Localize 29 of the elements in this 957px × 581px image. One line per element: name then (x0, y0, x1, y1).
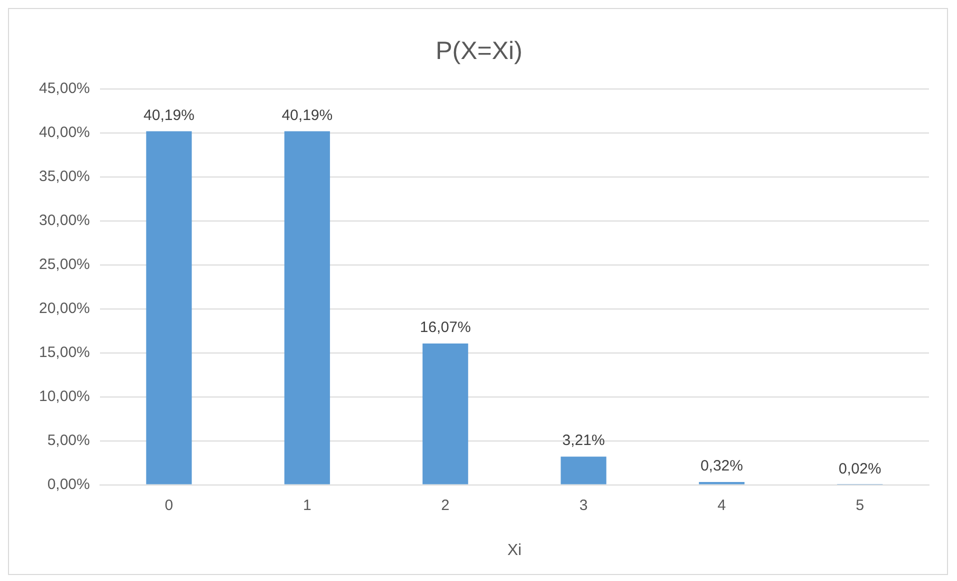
y-tick-label: 40,00% (39, 124, 90, 142)
bar (560, 456, 606, 484)
x-tick-label: 5 (856, 496, 864, 514)
y-tick-label: 35,00% (39, 168, 90, 186)
x-tick-label: 3 (579, 496, 588, 514)
chart-title: P(X=Xi) (436, 36, 522, 65)
data-label: 0,32% (700, 458, 743, 475)
y-tick-label: 20,00% (39, 300, 90, 318)
bar (146, 131, 192, 484)
data-label: 40,19% (144, 106, 194, 124)
y-tick-label: 30,00% (39, 212, 90, 230)
data-label: 40,19% (282, 106, 333, 124)
data-label: 3,21% (562, 432, 605, 450)
x-tick-label: 0 (164, 496, 174, 514)
x-tick-label: 1 (302, 496, 312, 514)
bar (422, 343, 468, 484)
bar (698, 482, 745, 484)
y-tick-label: 15,00% (39, 344, 90, 362)
y-tick-label: 45,00% (39, 80, 90, 98)
y-tick-label: 5,00% (47, 432, 90, 449)
y-tick-label: 0,00% (47, 476, 90, 493)
y-tick-label: 25,00% (39, 256, 90, 274)
x-tick-label: 4 (718, 496, 726, 514)
y-tick-label: 10,00% (39, 388, 90, 405)
bar (284, 131, 330, 484)
data-label: 0,02% (838, 460, 882, 478)
data-label: 16,07% (420, 319, 471, 336)
x-axis-title: Xi (507, 542, 522, 559)
x-tick-label: 2 (441, 496, 450, 514)
